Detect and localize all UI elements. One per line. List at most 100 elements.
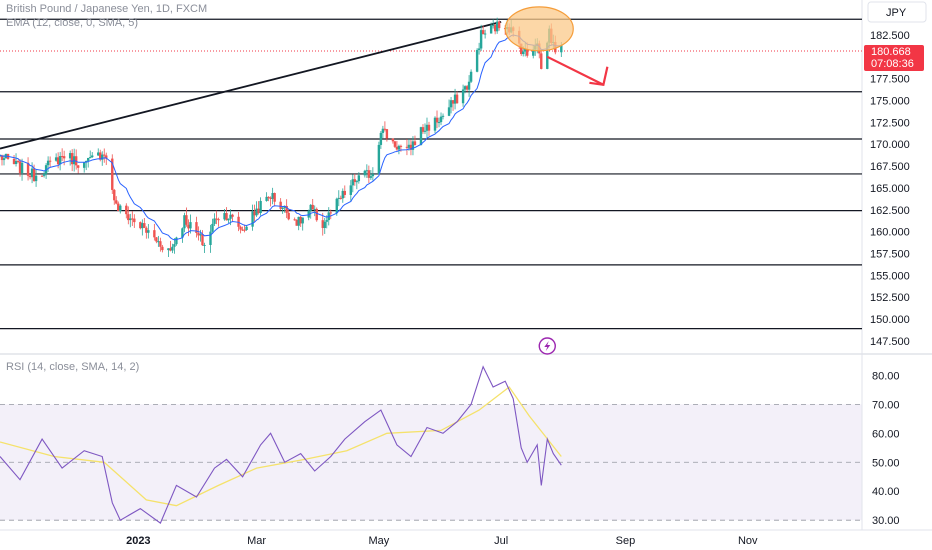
candle-body: [26, 162, 30, 176]
price-tick-label: 177.500: [870, 74, 910, 86]
candle-body: [18, 161, 22, 173]
candle-body: [60, 156, 64, 158]
trendline[interactable]: [0, 20, 502, 150]
candle-body: [309, 204, 312, 211]
candle-body: [339, 197, 342, 199]
rsi-band: [0, 404, 862, 521]
candle-body: [42, 173, 46, 176]
candle-body: [119, 205, 122, 211]
candle-body: [173, 244, 176, 247]
price-tick-label: 172.500: [870, 117, 910, 129]
candle-body: [377, 144, 381, 175]
candle-body: [335, 198, 338, 213]
candle-body: [127, 214, 130, 221]
candle-body: [257, 208, 260, 214]
candle-body: [169, 248, 172, 251]
candle-body: [101, 154, 104, 160]
candle-body: [201, 234, 204, 246]
candle-body: [20, 162, 24, 173]
candle-body: [32, 168, 36, 182]
candle-body: [259, 200, 262, 214]
candle-body: [14, 160, 18, 165]
candle-body: [337, 197, 340, 199]
candle-body: [469, 71, 473, 82]
rsi-tick-label: 60.00: [872, 428, 900, 440]
price-tick-label: 167.500: [870, 161, 910, 173]
candle-body: [483, 33, 487, 35]
rsi-axis-ticks[interactable]: 80.00 70.00 60.00 50.00 40.00 30.00: [872, 370, 900, 527]
candle-body: [383, 128, 387, 130]
candle-body: [147, 230, 150, 233]
candle-body: [251, 211, 254, 227]
candle-body: [395, 146, 399, 150]
candle-body: [58, 156, 62, 165]
candle-body: [295, 219, 298, 226]
candle-body: [187, 224, 190, 229]
candle-body: [48, 160, 52, 162]
price-badge-value: 180.668: [871, 46, 911, 58]
candle-body: [441, 115, 445, 117]
candle-body: [139, 222, 142, 229]
candle-body: [237, 216, 240, 227]
candle-body: [199, 234, 202, 236]
candle-body: [115, 200, 118, 204]
candle-body: [82, 162, 86, 168]
projection-arrow[interactable]: [546, 55, 609, 87]
price-tick-label: 152.500: [870, 292, 910, 304]
candle-body: [285, 205, 288, 213]
lightning-icon-bolt: [544, 341, 551, 351]
candle-body: [155, 237, 158, 242]
time-axis-ticks[interactable]: 2023 Mar May Jul Sep Nov: [126, 535, 758, 547]
candle-body: [217, 219, 220, 221]
candle-body: [229, 214, 232, 219]
candle-body: [453, 94, 457, 104]
candle-body: [133, 218, 136, 223]
candle-body: [131, 218, 134, 220]
candle-body: [253, 211, 256, 216]
candle-body: [209, 231, 212, 245]
price-tick-label: 175.000: [870, 96, 910, 108]
candle-body: [435, 117, 439, 123]
price-tick-label: 147.500: [870, 336, 910, 348]
candle-body: [497, 21, 501, 29]
candle-body: [54, 157, 58, 161]
candle-body: [161, 246, 164, 251]
candle-body: [40, 175, 44, 177]
candle-body: [409, 144, 413, 150]
rsi-tick-label: 50.00: [872, 457, 900, 469]
candle-body: [68, 153, 72, 159]
symbol-legend[interactable]: British Pound / Japanese Yen, 1D, FXCM: [6, 3, 207, 15]
candle-body: [451, 100, 455, 104]
candle-body: [437, 122, 441, 124]
lightning-icon[interactable]: [538, 337, 556, 355]
price-tick-label: 162.500: [870, 205, 910, 217]
candle-body: [16, 160, 20, 162]
rsi-legend[interactable]: RSI (14, close, SMA, 14, 2): [6, 361, 139, 373]
candle-body: [475, 49, 479, 72]
candle-body: [369, 176, 373, 178]
price-axis-ticks[interactable]: 182.500180.000177.500175.000172.500170.0…: [870, 30, 910, 348]
candle-body: [91, 155, 94, 158]
projection-arrow-head: [589, 66, 609, 87]
candle-body: [0, 155, 4, 161]
candle-body: [311, 204, 314, 210]
price-badge-countdown: 07:08:36: [871, 58, 914, 70]
candle-body: [343, 190, 346, 195]
candle-body: [287, 212, 290, 220]
price-tick-label: 160.000: [870, 227, 910, 239]
time-tick-label: Sep: [616, 535, 636, 547]
candle-body: [157, 241, 160, 243]
price-badge: 180.668 07:08:36: [864, 44, 924, 71]
candle-body: [213, 218, 216, 224]
rsi-tick-label: 30.00: [872, 515, 900, 527]
highlight-ellipse[interactable]: [504, 6, 574, 52]
ema-legend[interactable]: EMA (12, close, 0, SMA, 5): [6, 17, 138, 29]
time-tick-label: Jul: [494, 535, 508, 547]
candle-body: [381, 128, 385, 133]
horizontal-levels[interactable]: [0, 18, 862, 330]
candle-body: [411, 141, 415, 150]
candle-body: [56, 157, 60, 165]
candle-body: [46, 160, 50, 166]
currency-button[interactable]: JPY: [867, 1, 927, 23]
